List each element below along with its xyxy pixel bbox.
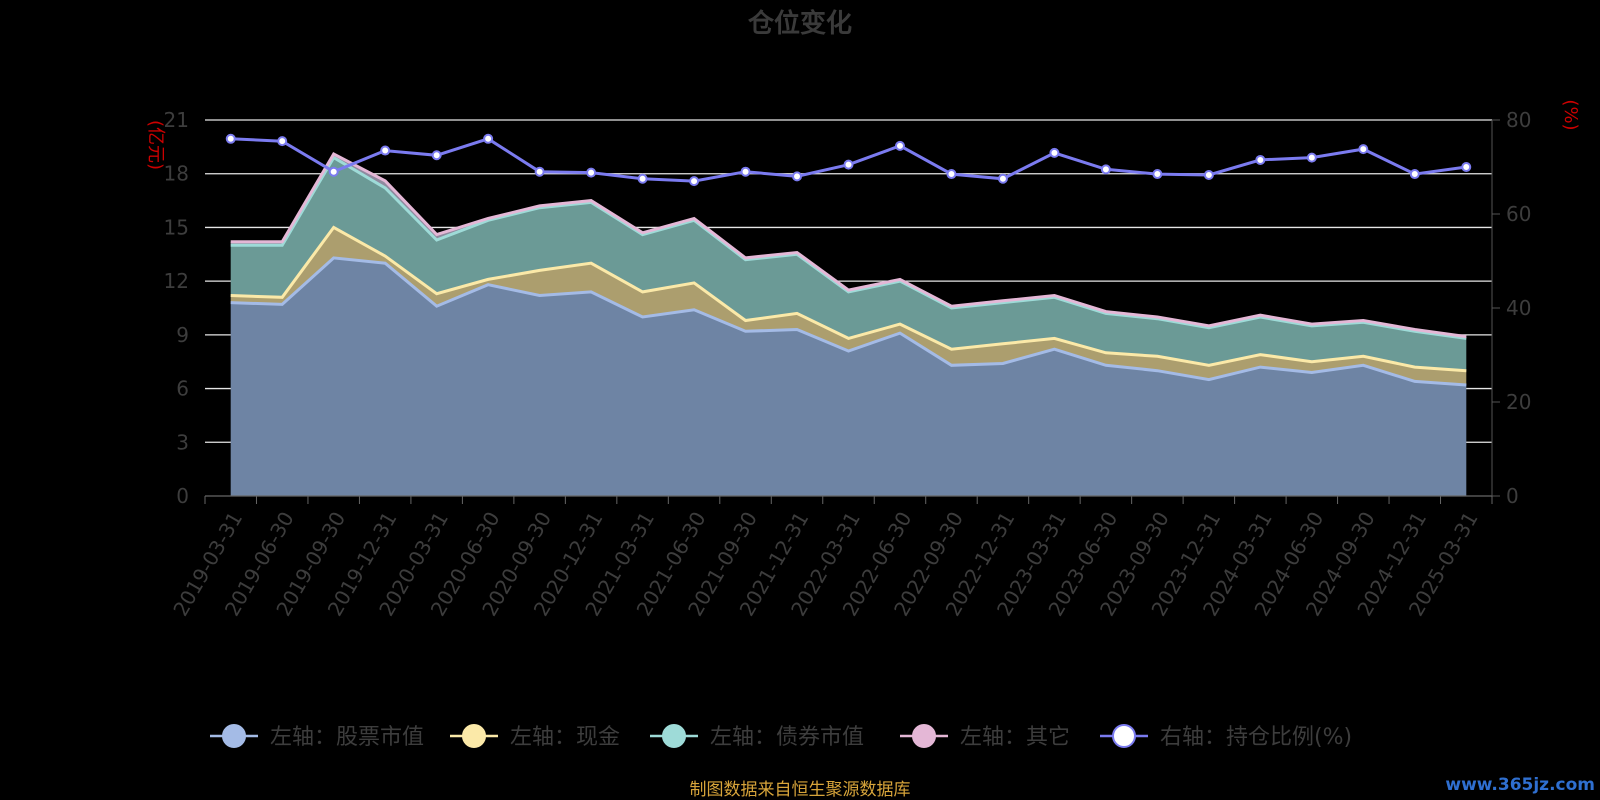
left-tick-label: 3 [176, 430, 189, 454]
ratio-point [997, 173, 1008, 184]
legend-label: 左轴：其它 [960, 725, 1070, 750]
watermark: www.365jz.com [1445, 775, 1595, 795]
legend-label: 右轴：持仓比例(%) [1160, 725, 1352, 750]
left-tick-label: 21 [164, 108, 189, 132]
ratio-point [1203, 169, 1214, 180]
ratio-point [483, 133, 494, 144]
ratio-point [225, 133, 236, 144]
ratio-point [328, 166, 339, 177]
ratio-point [431, 150, 442, 161]
left-tick-label: 18 [164, 162, 189, 186]
legend-label: 左轴：股票市值 [270, 725, 424, 750]
legend-marker [462, 724, 486, 748]
ratio-point [792, 171, 803, 182]
right-tick-label: 40 [1506, 296, 1531, 320]
ratio-point [637, 173, 648, 184]
area-band [230, 157, 1467, 371]
legend-item: 左轴：债券市值 [650, 724, 864, 750]
left-tick-label: 15 [164, 215, 189, 239]
ratio-line [225, 133, 1472, 187]
legend-marker [1112, 724, 1136, 748]
legend-marker [912, 724, 936, 748]
area-band [230, 257, 1467, 496]
area-series-line [230, 256, 1467, 387]
ratio-point [1152, 169, 1163, 180]
ratio-point [586, 167, 597, 178]
ratio-point [740, 166, 751, 177]
right-tick-label: 60 [1506, 202, 1531, 226]
legend-item: 左轴：其它 [900, 724, 1070, 750]
ratio-point [277, 136, 288, 147]
area-series-line [230, 152, 1467, 339]
left-tick-label: 6 [176, 377, 189, 401]
ratio-point [843, 159, 854, 170]
legend-label: 左轴：现金 [510, 725, 620, 750]
ratio-point [1100, 164, 1111, 175]
legend-marker [662, 724, 686, 748]
ratio-point [946, 169, 957, 180]
ratio-point [534, 166, 545, 177]
ratio-point [689, 176, 700, 187]
area-series-line [230, 155, 1467, 340]
right-tick-label: 80 [1506, 108, 1531, 132]
ratio-point [894, 140, 905, 151]
ratio-point [1409, 169, 1420, 180]
area-series-line [230, 225, 1467, 373]
right-axis-unit: (%) [1560, 99, 1581, 130]
legend-item: 左轴：股票市值 [210, 724, 424, 750]
legend: 左轴：股票市值 左轴：现金 左轴：债券市值 左轴：其它 右轴：持仓比例(%) [210, 724, 1352, 750]
source-note: 制图数据来自恒生聚源数据库 [690, 780, 911, 800]
right-tick-label: 0 [1506, 484, 1519, 508]
ratio-point [380, 145, 391, 156]
legend-item: 左轴：现金 [450, 724, 620, 750]
left-tick-label: 12 [164, 269, 189, 293]
left-axis-unit: (亿元) [145, 120, 166, 170]
right-tick-label: 20 [1506, 390, 1531, 414]
ratio-point [1306, 152, 1317, 163]
legend-item: 右轴：持仓比例(%) [1100, 724, 1352, 750]
area-band [230, 227, 1467, 385]
stacked-areas [230, 152, 1467, 496]
left-tick-label: 0 [176, 484, 189, 508]
chart-title: 仓位变化 [747, 8, 852, 39]
ratio-point [1461, 162, 1472, 172]
legend-label: 左轴：债券市值 [710, 725, 864, 750]
ratio-point [1358, 144, 1369, 155]
ratio-point [1049, 147, 1060, 158]
left-tick-label: 9 [176, 323, 189, 347]
ratio-point [1255, 154, 1266, 165]
legend-marker [222, 724, 246, 748]
